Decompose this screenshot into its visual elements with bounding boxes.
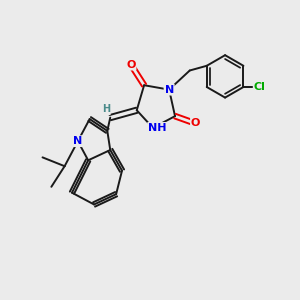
Text: N: N xyxy=(164,85,174,94)
Text: Cl: Cl xyxy=(254,82,266,92)
Text: NH: NH xyxy=(148,123,166,133)
Text: O: O xyxy=(126,60,136,70)
Text: O: O xyxy=(191,118,200,128)
Text: N: N xyxy=(73,136,83,146)
Text: H: H xyxy=(102,104,110,114)
